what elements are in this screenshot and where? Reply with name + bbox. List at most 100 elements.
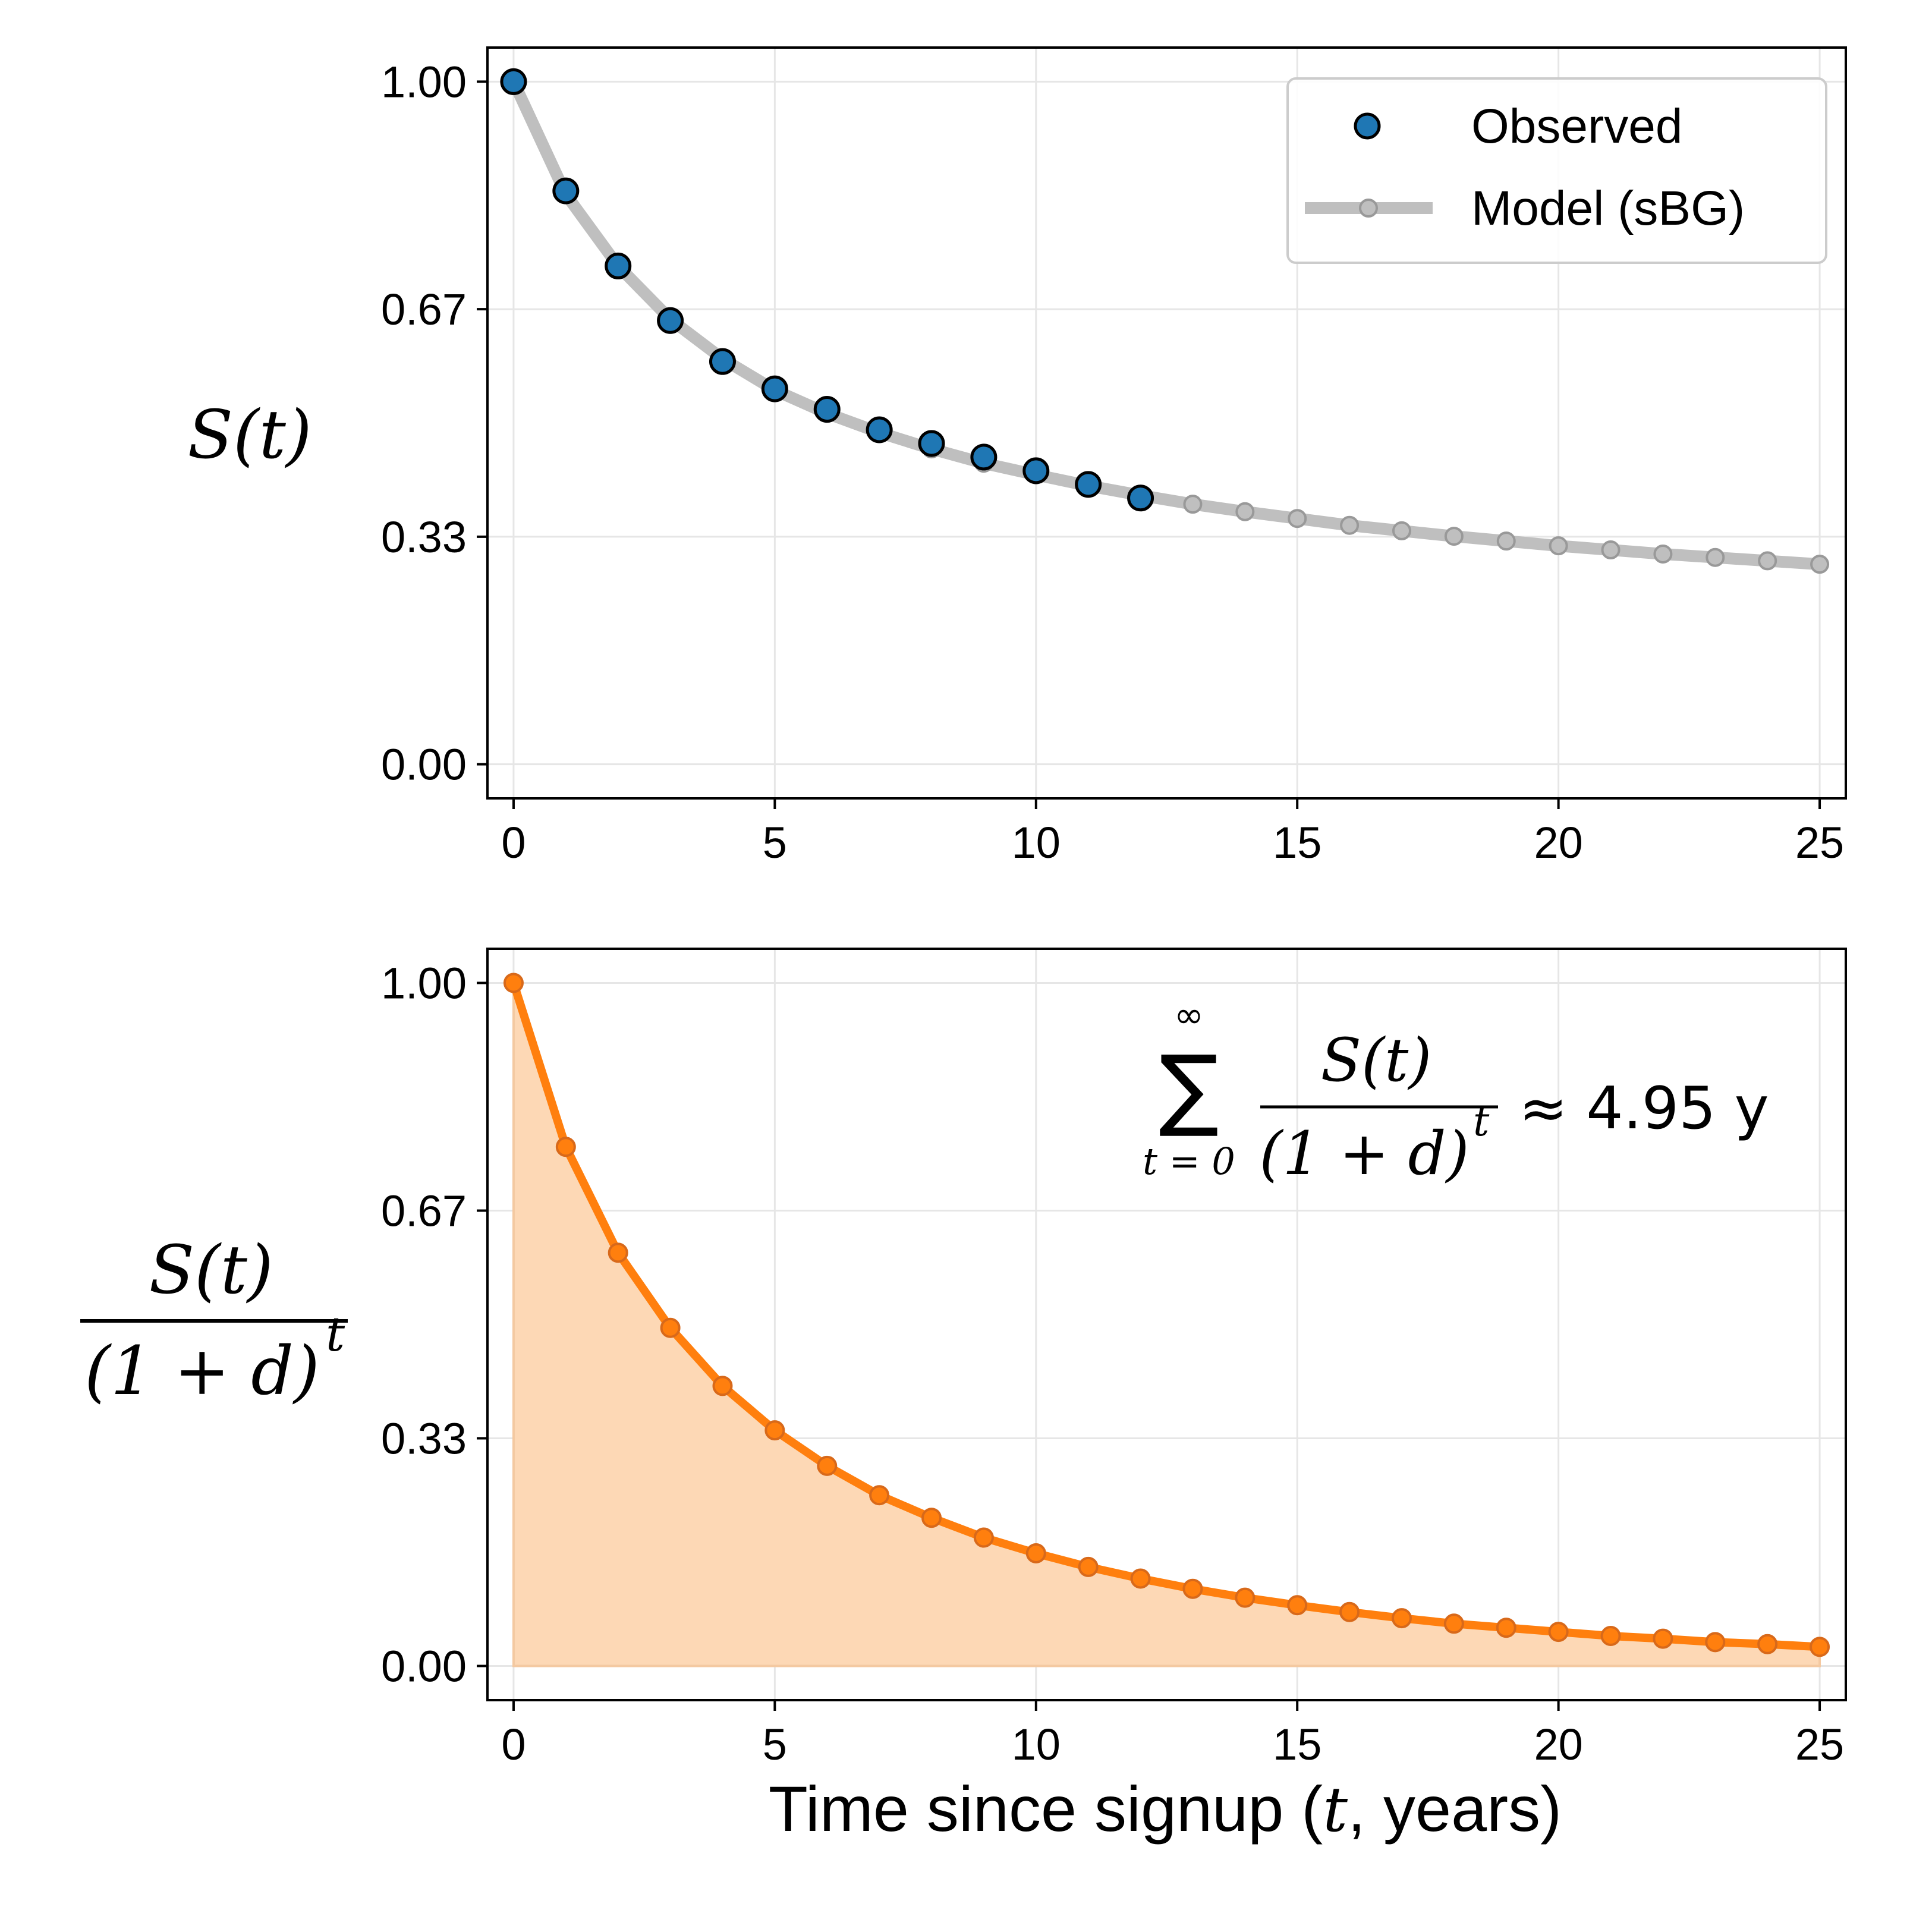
discounted-point: [1600, 1625, 1621, 1646]
discounted-point: [973, 1527, 994, 1548]
model-point: [1235, 502, 1255, 521]
model-point: [1653, 544, 1673, 564]
discounted-point: [555, 1137, 576, 1157]
top-x-tick-label: 20: [1534, 818, 1582, 867]
top-x-tick-label: 15: [1273, 818, 1321, 867]
observed-point: [657, 307, 684, 334]
observed-point: [970, 443, 998, 471]
bottom-panel: 0 5 10 15 20 25 0.00 0.33 0.67 1.00 S(t) (1 + d) …: [80, 948, 1847, 1846]
bottom-x-tick-label: 25: [1795, 1720, 1844, 1769]
annotation-exponent: t: [1473, 1099, 1490, 1146]
model-point: [1496, 531, 1516, 551]
legend-model-label: Model (sBG): [1471, 181, 1745, 235]
model-point: [1444, 527, 1464, 546]
observed-point: [1022, 457, 1050, 484]
top-x-tick-label: 25: [1795, 818, 1844, 867]
discounted-point: [1705, 1632, 1726, 1653]
discounted-point: [1496, 1618, 1516, 1638]
top-y-tick-label: 0.67: [381, 285, 467, 334]
npv-annotation: ∞ ∑ t = 0 S(t) (1 + d) t ≈ 4.95 y: [1143, 995, 1769, 1188]
discounted-point: [712, 1376, 733, 1396]
bottom-ticks: 0 5 10 15 20 25 0.00 0.33 0.67 1.00: [381, 958, 1844, 1769]
top-y-axis-label: S(t): [187, 397, 311, 474]
observed-point: [761, 375, 788, 402]
model-point: [1601, 540, 1621, 560]
discounted-point: [1443, 1613, 1464, 1634]
discounted-point: [1235, 1587, 1256, 1608]
observed-point: [866, 416, 893, 443]
bottom-y-tick-label: 0.00: [381, 1642, 467, 1691]
bottom-axes-frame: [486, 948, 1847, 1701]
top-legend: Observed Model (sBG): [1286, 77, 1827, 264]
discounted-point: [817, 1455, 838, 1476]
top-panel: 0 5 10 15 20 25 0.00 0.33 0.67 1.00 S(t) Observed…: [187, 46, 1847, 867]
top-x-tick-label: 5: [763, 818, 787, 867]
observed-point: [552, 177, 580, 204]
sum-symbol: ∑: [1159, 1037, 1219, 1140]
model-point: [1758, 551, 1777, 571]
bottom-x-tick-label: 5: [763, 1720, 787, 1769]
model-point: [1183, 495, 1203, 514]
discounted-point: [1548, 1622, 1569, 1642]
top-ticks: 0 5 10 15 20 25 0.00 0.33 0.67 1.00: [381, 57, 1844, 867]
annotation-denominator: (1 + d): [1259, 1119, 1469, 1188]
observed-point: [500, 68, 527, 95]
discounted-point: [764, 1420, 785, 1441]
sum-upper-limit: ∞: [1174, 995, 1204, 1036]
discounted-point: [660, 1317, 681, 1338]
discounted-point: [1653, 1628, 1673, 1649]
model-point: [1392, 521, 1411, 540]
legend-box: [1286, 77, 1827, 264]
model-point: [1340, 515, 1360, 535]
bottom-x-tick-label: 15: [1273, 1720, 1321, 1769]
sum-lower-limit: t = 0: [1143, 1140, 1235, 1183]
y-label-denominator: (1 + d): [84, 1333, 319, 1410]
observed-point: [709, 348, 736, 375]
bottom-y-tick-label: 0.33: [381, 1414, 467, 1464]
legend-model-marker: [1359, 199, 1378, 218]
model-point: [1549, 536, 1568, 556]
observed-point: [1127, 484, 1154, 512]
bottom-x-tick-label: 20: [1534, 1720, 1582, 1769]
bottom-y-axis-label: S(t) (1 + d) t: [80, 1232, 348, 1410]
bottom-x-tick-label: 0: [501, 1720, 526, 1769]
discounted-point: [1130, 1568, 1151, 1589]
discounted-point: [1810, 1637, 1830, 1657]
discounted-point: [1339, 1601, 1360, 1622]
top-axes-frame: [486, 46, 1847, 800]
discounted-point: [1078, 1556, 1099, 1577]
y-label-exponent: t: [326, 1307, 345, 1362]
discounted-point: [1182, 1578, 1203, 1599]
discounted-point: [1287, 1595, 1308, 1616]
discounted-point: [1391, 1608, 1412, 1629]
top-y-tick-label: 0.00: [381, 740, 467, 789]
top-x-tick-label: 10: [1012, 818, 1061, 867]
legend-observed-label: Observed: [1471, 99, 1683, 153]
annotation-result: ≈ 4.95 y: [1519, 1075, 1769, 1143]
y-label-numerator: S(t): [149, 1232, 273, 1309]
model-point: [1288, 509, 1307, 528]
bottom-x-tick-label: 10: [1012, 1720, 1061, 1769]
observed-point: [1075, 471, 1102, 498]
observed-point: [605, 252, 632, 279]
bottom-x-axis-label: Time since signup (t, years): [769, 1773, 1562, 1846]
model-point: [1810, 555, 1830, 574]
discounted-point: [921, 1508, 942, 1528]
discounted-point: [608, 1242, 628, 1263]
bottom-y-tick-label: 1.00: [381, 958, 467, 1008]
bottom-series: [503, 973, 1830, 1667]
top-y-tick-label: 0.33: [381, 512, 467, 562]
discounted-point: [1025, 1543, 1046, 1563]
top-y-tick-label: 1.00: [381, 57, 467, 106]
top-x-tick-label: 0: [501, 818, 526, 867]
observed-point: [813, 396, 841, 423]
observed-point: [918, 430, 945, 457]
discounted-point: [869, 1485, 890, 1506]
annotation-numerator: S(t): [1321, 1025, 1432, 1095]
discounted-point: [1757, 1634, 1778, 1654]
top-series: [500, 68, 1830, 574]
bottom-y-tick-label: 0.67: [381, 1186, 467, 1235]
legend-observed-marker: [1354, 112, 1381, 140]
discounted-point: [503, 973, 524, 993]
